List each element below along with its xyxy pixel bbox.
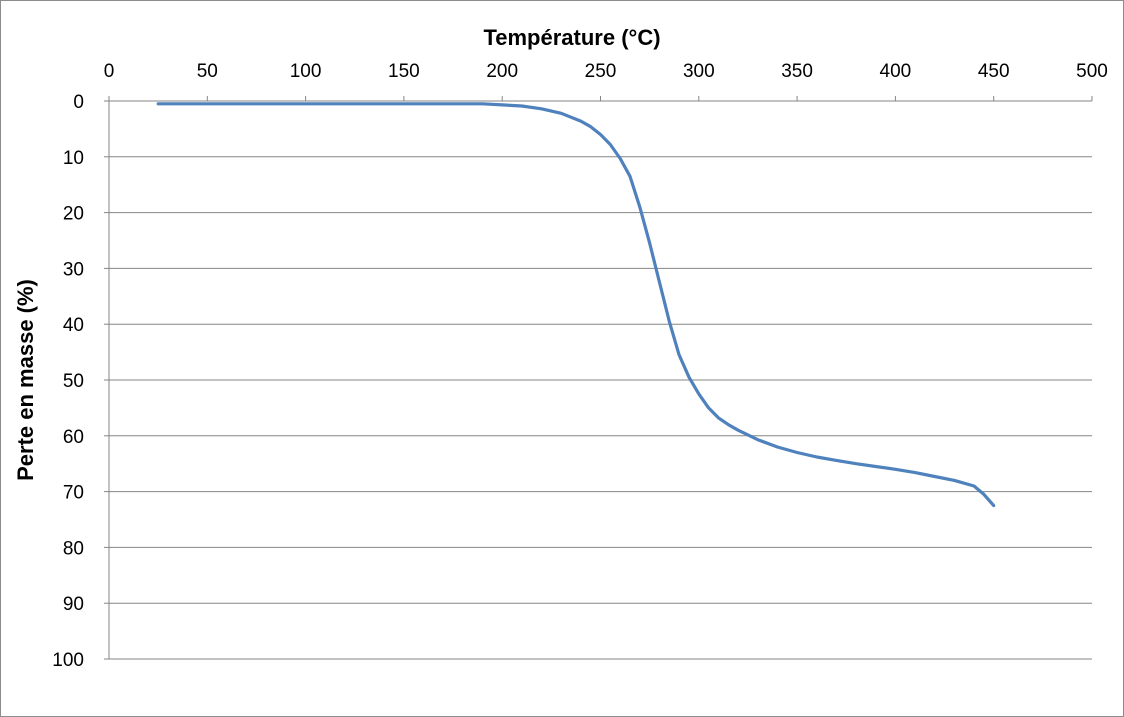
y-tick-label-40: 40 bbox=[63, 315, 84, 336]
y-tick-label-10: 10 bbox=[63, 148, 84, 169]
series-line-0 bbox=[156, 102, 996, 508]
x-tick-label-100: 100 bbox=[290, 61, 322, 82]
x-tick-label-500: 500 bbox=[1076, 61, 1108, 82]
y-tick-label-30: 30 bbox=[63, 259, 84, 280]
x-tick-label-0: 0 bbox=[104, 61, 115, 82]
axes bbox=[104, 96, 1093, 660]
y-tick-label-20: 20 bbox=[63, 204, 84, 225]
x-tick-labels: 0 50 100 150 200 250 300 350 400 450 500 bbox=[104, 61, 1108, 82]
x-tick-label-300: 300 bbox=[683, 61, 715, 82]
x-tick-label-150: 150 bbox=[388, 61, 420, 82]
series-group bbox=[156, 102, 996, 508]
x-tick-label-250: 250 bbox=[585, 61, 617, 82]
y-axis-title: Perte en masse (%) bbox=[13, 279, 38, 481]
y-tick-label-70: 70 bbox=[63, 483, 84, 504]
x-tick-label-450: 450 bbox=[978, 61, 1010, 82]
y-tick-label-90: 90 bbox=[63, 594, 84, 615]
y-tick-label-50: 50 bbox=[63, 371, 84, 392]
x-axis-title: Température (°C) bbox=[483, 25, 660, 50]
y-tick-label-0: 0 bbox=[73, 92, 84, 113]
y-tick-label-60: 60 bbox=[63, 427, 84, 448]
y-tick-label-100: 100 bbox=[52, 650, 84, 671]
y-tick-labels: 0 10 20 30 40 50 60 70 80 90 100 bbox=[52, 92, 84, 671]
gridlines bbox=[109, 156, 1092, 660]
x-tick-label-400: 400 bbox=[880, 61, 912, 82]
x-tick-label-50: 50 bbox=[197, 61, 218, 82]
x-tick-label-200: 200 bbox=[486, 61, 518, 82]
x-tick-label-350: 350 bbox=[781, 61, 813, 82]
y-tick-label-80: 80 bbox=[63, 538, 84, 559]
